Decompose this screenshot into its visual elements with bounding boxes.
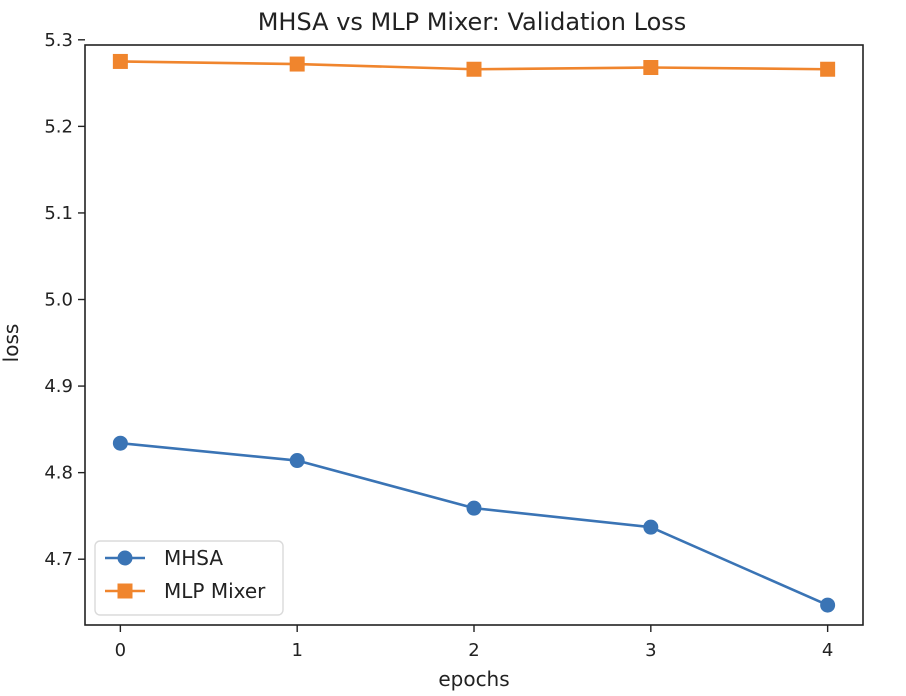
x-tick-label: 1 <box>291 640 302 661</box>
legend-label: MLP Mixer <box>164 579 266 603</box>
y-tick-label: 5.0 <box>44 290 73 311</box>
x-tick-label: 2 <box>468 640 479 661</box>
legend-marker-circle <box>117 550 133 566</box>
data-point-circle <box>466 500 482 516</box>
chart-title: MHSA vs MLP Mixer: Validation Loss <box>258 8 687 36</box>
legend-box <box>94 540 284 616</box>
series-mlp-mixer <box>112 53 836 77</box>
series-layer <box>112 53 836 613</box>
data-point-square <box>289 56 305 72</box>
y-tick-label: 4.8 <box>44 463 73 484</box>
y-axis-label: loss <box>0 324 23 363</box>
data-point-circle <box>289 453 305 469</box>
data-point-square <box>112 53 128 69</box>
data-point-square <box>643 60 659 76</box>
data-point-circle <box>643 519 659 535</box>
y-tick-label: 5.1 <box>44 203 73 224</box>
series-mhsa <box>112 435 836 613</box>
data-point-square <box>820 61 836 77</box>
x-tick-label: 4 <box>822 640 833 661</box>
legend: MHSA MLP Mixer <box>94 540 284 616</box>
plot-frame <box>84 44 864 626</box>
x-tick-label: 0 <box>115 640 126 661</box>
y-tick-label: 4.7 <box>44 549 73 570</box>
y-tick-label: 5.2 <box>44 116 73 137</box>
data-point-square <box>466 61 482 77</box>
legend-marker-square <box>117 583 133 599</box>
y-tick-label: 5.3 <box>44 30 73 51</box>
y-tick-label: 4.9 <box>44 376 73 397</box>
data-point-circle <box>820 597 836 613</box>
plot-area <box>84 44 864 626</box>
x-tick-label: 3 <box>645 640 656 661</box>
x-axis-label: epochs <box>438 667 509 691</box>
legend-label: MHSA <box>164 546 223 570</box>
axes: 0 1 2 3 4 4.7 4.8 4.9 5.0 5.1 5.2 5.3 <box>44 30 833 661</box>
data-point-circle <box>112 435 128 451</box>
